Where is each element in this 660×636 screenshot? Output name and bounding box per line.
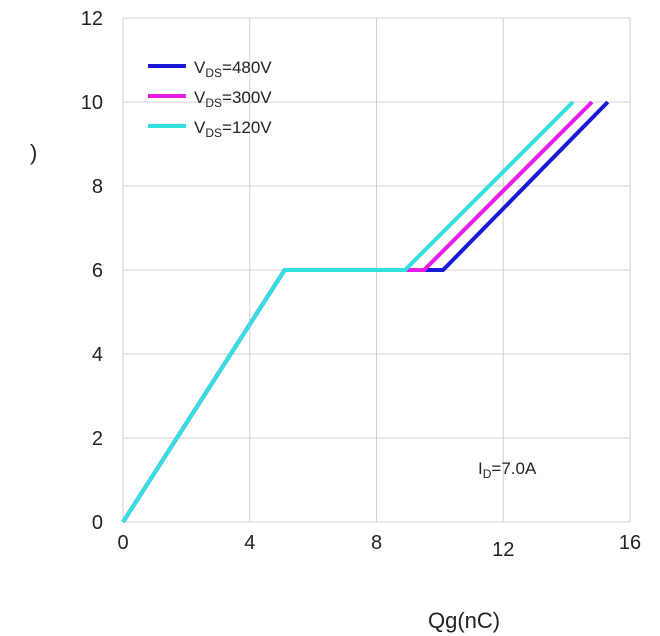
x-tick-label: 12: [492, 539, 514, 561]
y-tick-label: 0: [92, 512, 103, 534]
y-tick-label: 2: [92, 428, 103, 450]
y-tick-label: 6: [92, 260, 103, 282]
x-axis-label: Qg(nC): [428, 608, 500, 633]
y-tick-label: 10: [81, 92, 103, 114]
legend: VDS=480V VDS=300V VDS=120V: [148, 58, 272, 140]
x-tick-label: 16: [619, 532, 641, 554]
y-axis-label: ): [30, 140, 37, 165]
axes: 0 4 8 12 16 0 2 4 6 8 10 12: [81, 8, 641, 561]
x-tick-label: 8: [371, 532, 382, 554]
x-tick-label: 0: [117, 532, 128, 554]
series-line: [121, 100, 575, 524]
series-group: [121, 100, 610, 524]
legend-label: VDS=120V: [194, 118, 272, 140]
y-tick-label: 12: [81, 8, 103, 30]
y-tick-label: 4: [92, 344, 103, 366]
legend-label: VDS=480V: [194, 58, 272, 80]
annotation-text: ID=7.0A: [478, 459, 537, 481]
x-tick-label: 4: [244, 532, 255, 554]
labels: ) Qg(nC): [30, 140, 500, 633]
legend-label: VDS=300V: [194, 88, 272, 110]
y-tick-label: 8: [92, 176, 103, 198]
drain-current-annotation: ID=7.0A: [478, 459, 537, 481]
